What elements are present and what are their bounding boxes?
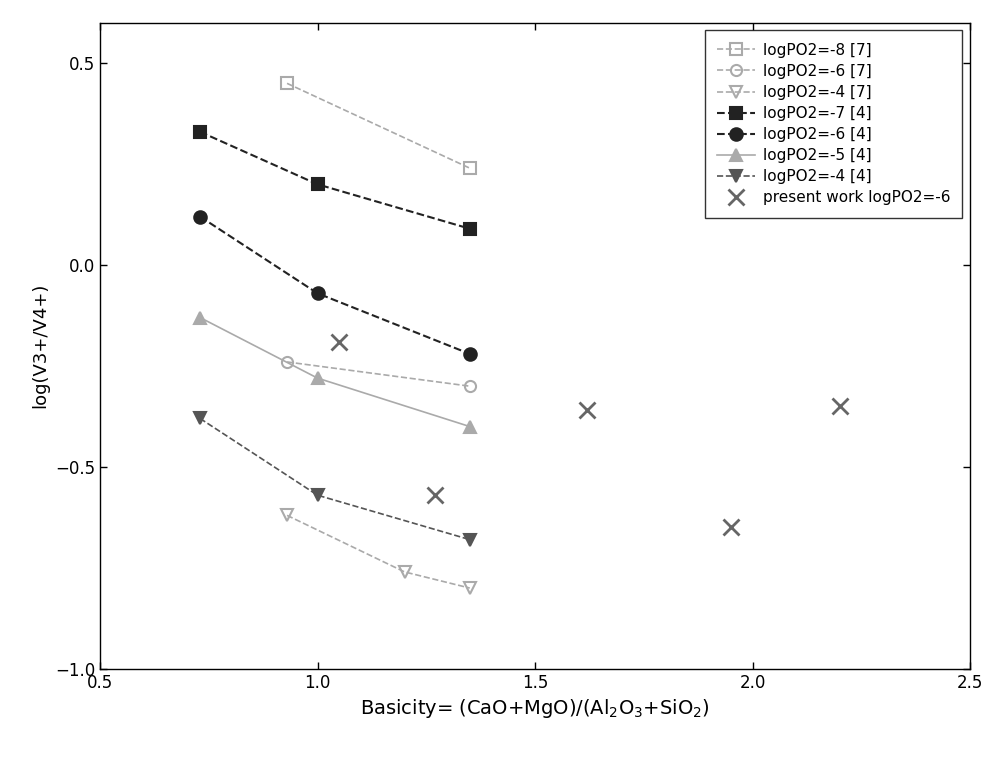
logPO2=-7 [4] [194, 127, 206, 136]
present work logPO2=-6 [429, 491, 441, 500]
present work logPO2=-6 [581, 406, 593, 415]
Line: present work logPO2=-6: present work logPO2=-6 [332, 334, 847, 535]
logPO2=-6 [4] [312, 289, 324, 298]
Y-axis label: log(V3+/V4+): log(V3+/V4+) [31, 283, 49, 408]
Line: logPO2=-6 [4]: logPO2=-6 [4] [194, 211, 476, 360]
logPO2=-5 [4] [194, 313, 206, 322]
logPO2=-6 [7] [464, 382, 476, 391]
logPO2=-4 [7] [464, 584, 476, 593]
Line: logPO2=-7 [4]: logPO2=-7 [4] [194, 125, 476, 235]
X-axis label: Basicity= (CaO+MgO)/(Al$_2$O$_3$+SiO$_2$): Basicity= (CaO+MgO)/(Al$_2$O$_3$+SiO$_2$… [360, 697, 710, 720]
logPO2=-6 [7] [281, 357, 293, 366]
Line: logPO2=-5 [4]: logPO2=-5 [4] [194, 312, 476, 432]
logPO2=-8 [7] [281, 79, 293, 88]
logPO2=-4 [4] [464, 535, 476, 544]
logPO2=-4 [4] [312, 491, 324, 500]
Line: logPO2=-4 [4]: logPO2=-4 [4] [194, 412, 476, 546]
Line: logPO2=-6 [7]: logPO2=-6 [7] [281, 356, 475, 391]
present work logPO2=-6 [725, 523, 737, 532]
Legend: logPO2=-8 [7], logPO2=-6 [7], logPO2=-4 [7], logPO2=-7 [4], logPO2=-6 [4], logPO: logPO2=-8 [7], logPO2=-6 [7], logPO2=-4 … [705, 30, 962, 217]
logPO2=-4 [7] [281, 511, 293, 520]
logPO2=-5 [4] [312, 374, 324, 383]
logPO2=-4 [4] [194, 414, 206, 423]
logPO2=-8 [7] [464, 163, 476, 173]
logPO2=-4 [7] [398, 567, 411, 577]
logPO2=-7 [4] [312, 180, 324, 189]
logPO2=-6 [4] [194, 212, 206, 221]
logPO2=-6 [4] [464, 350, 476, 359]
present work logPO2=-6 [333, 337, 345, 347]
logPO2=-5 [4] [464, 422, 476, 431]
Line: logPO2=-4 [7]: logPO2=-4 [7] [281, 510, 475, 594]
logPO2=-7 [4] [464, 224, 476, 233]
Line: logPO2=-8 [7]: logPO2=-8 [7] [281, 78, 475, 174]
present work logPO2=-6 [834, 402, 846, 411]
